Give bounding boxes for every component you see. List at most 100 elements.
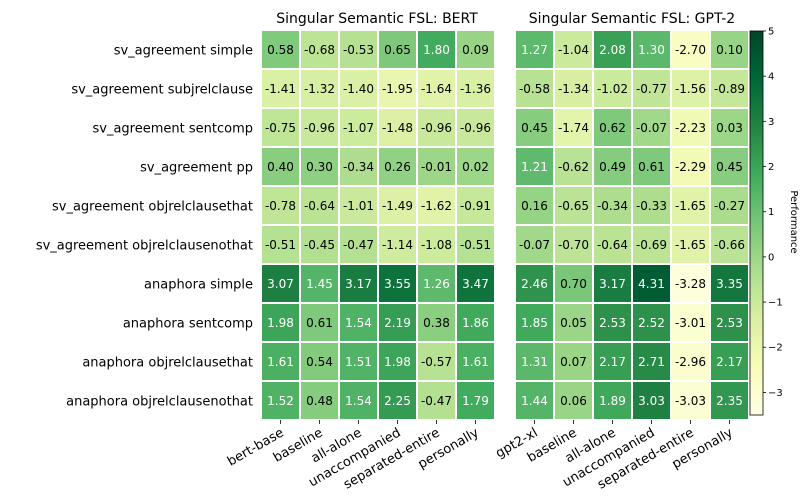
heatmap-cell <box>709 263 750 304</box>
cell-value: -1.56 <box>675 82 706 96</box>
cell-value: -1.01 <box>343 199 374 213</box>
cell-value: -0.58 <box>519 82 550 96</box>
cell-value: 2.53 <box>716 316 743 330</box>
cell-value: -2.70 <box>675 43 706 57</box>
heatmap-title-bert: Singular Semantic FSL: BERT <box>276 11 478 27</box>
cell-value: 2.46 <box>521 277 548 291</box>
heatmap-cell <box>709 107 750 148</box>
cell-value: 1.45 <box>306 277 333 291</box>
cell-value: 3.35 <box>716 277 743 291</box>
cell-value: 3.17 <box>599 277 626 291</box>
heatmap-cell <box>299 341 340 382</box>
heatmap-cell <box>416 380 457 421</box>
heatmap-cell <box>416 185 457 226</box>
colorbar-gradient <box>749 30 764 416</box>
row-label: anaphora sentcomp <box>123 317 253 332</box>
heatmap-cell <box>709 341 750 382</box>
cell-value: -2.23 <box>675 121 706 135</box>
cell-value: -0.96 <box>304 121 335 135</box>
cell-value: -1.49 <box>382 199 413 213</box>
cell-value: -3.03 <box>675 394 706 408</box>
heatmap-title-gpt2: Singular Semantic FSL: GPT-2 <box>529 11 735 27</box>
cell-value: 0.48 <box>306 394 333 408</box>
cell-value: -0.70 <box>558 238 589 252</box>
column-labels-gpt2: gpt2-xlbaselineall-aloneunaccompaniedsep… <box>493 420 736 493</box>
heatmap-cell <box>416 146 457 187</box>
heatmap-cell <box>377 302 418 343</box>
heatmap-cell <box>299 380 340 421</box>
cell-value: 1.61 <box>267 355 294 369</box>
heatmap-cell <box>514 302 555 343</box>
heatmap-cell <box>338 341 379 382</box>
cell-value: 0.30 <box>306 160 333 174</box>
cell-value: 0.09 <box>462 43 489 57</box>
heatmap-cell <box>553 107 594 148</box>
heatmap-cell <box>553 68 594 109</box>
cell-value: 1.54 <box>345 394 372 408</box>
cell-value: -0.91 <box>460 199 491 213</box>
cell-value: -1.07 <box>343 121 374 135</box>
heatmap-cell <box>709 224 750 265</box>
colorbar-tick-label: −2 <box>768 343 783 354</box>
cell-value: -1.74 <box>558 121 589 135</box>
cell-value: -0.66 <box>714 238 745 252</box>
heatmap-bert: 0.58 -0.68 -0.53 0.65 1.80 0.09 -1.41 -1.32 -1.4… <box>260 29 496 421</box>
heatmap-cell <box>709 29 750 70</box>
cell-value: -0.51 <box>460 238 491 252</box>
cell-value: 0.10 <box>716 43 743 57</box>
heatmap-cell <box>455 185 496 226</box>
heatmap-cell <box>514 380 555 421</box>
cell-value: 0.65 <box>384 43 411 57</box>
row-label: sv_agreement subjrelclause <box>71 83 253 98</box>
cell-value: 0.16 <box>521 199 548 213</box>
cell-value: 1.31 <box>521 355 548 369</box>
cell-value: 0.61 <box>306 316 333 330</box>
cell-value: -2.96 <box>675 355 706 369</box>
row-label: anaphora objrelclausethat <box>82 356 253 371</box>
cell-value: 0.54 <box>306 355 333 369</box>
cell-value: -0.47 <box>343 238 374 252</box>
cell-value: -1.65 <box>675 238 706 252</box>
cell-value: 2.25 <box>384 394 411 408</box>
colorbar-tick-label: 4 <box>768 72 774 83</box>
heatmap-cell <box>631 29 672 70</box>
colorbar-tick-label: 2 <box>768 162 774 173</box>
heatmap-cell <box>670 107 711 148</box>
cell-value: -3.28 <box>675 277 706 291</box>
heatmap-cell <box>377 68 418 109</box>
cell-value: -0.78 <box>265 199 296 213</box>
cell-value: 0.06 <box>560 394 587 408</box>
cell-value: 1.51 <box>345 355 372 369</box>
cell-value: -0.45 <box>304 238 335 252</box>
cell-value: 2.52 <box>638 316 665 330</box>
cell-value: 1.89 <box>599 394 626 408</box>
heatmap-cell <box>455 224 496 265</box>
cell-value: -0.57 <box>421 355 452 369</box>
heatmap-cell <box>455 341 496 382</box>
cell-value: -0.47 <box>421 394 452 408</box>
heatmap-gpt2: 1.27 -1.04 2.08 1.30 -2.70 0.10 -0.58 -1.34 -1.0… <box>514 29 750 421</box>
cell-value: 0.45 <box>521 121 548 135</box>
cell-value: -0.96 <box>421 121 452 135</box>
cell-value: -1.40 <box>343 82 374 96</box>
row-label: sv_agreement simple <box>114 44 253 59</box>
cell-value: -0.07 <box>636 121 667 135</box>
cell-value: -0.77 <box>636 82 667 96</box>
cell-value: 2.35 <box>716 394 743 408</box>
colorbar-tick-label: 1 <box>768 207 774 218</box>
cell-value: -0.51 <box>265 238 296 252</box>
cell-value: -0.64 <box>304 199 335 213</box>
cell-value: 1.86 <box>462 316 489 330</box>
colorbar-tick-label: 0 <box>768 252 774 263</box>
heatmap-cell <box>260 380 301 421</box>
heatmap-cell <box>514 68 555 109</box>
cell-value: -0.33 <box>636 199 667 213</box>
cell-value: -0.27 <box>714 199 745 213</box>
heatmap-cell <box>514 263 555 304</box>
heatmap-cell <box>709 185 750 226</box>
colorbar-tick-label: −1 <box>768 298 783 309</box>
heatmap-cell <box>631 146 672 187</box>
cell-value: 1.27 <box>521 43 548 57</box>
cell-value: 1.98 <box>267 316 294 330</box>
cell-value: 4.31 <box>638 277 665 291</box>
